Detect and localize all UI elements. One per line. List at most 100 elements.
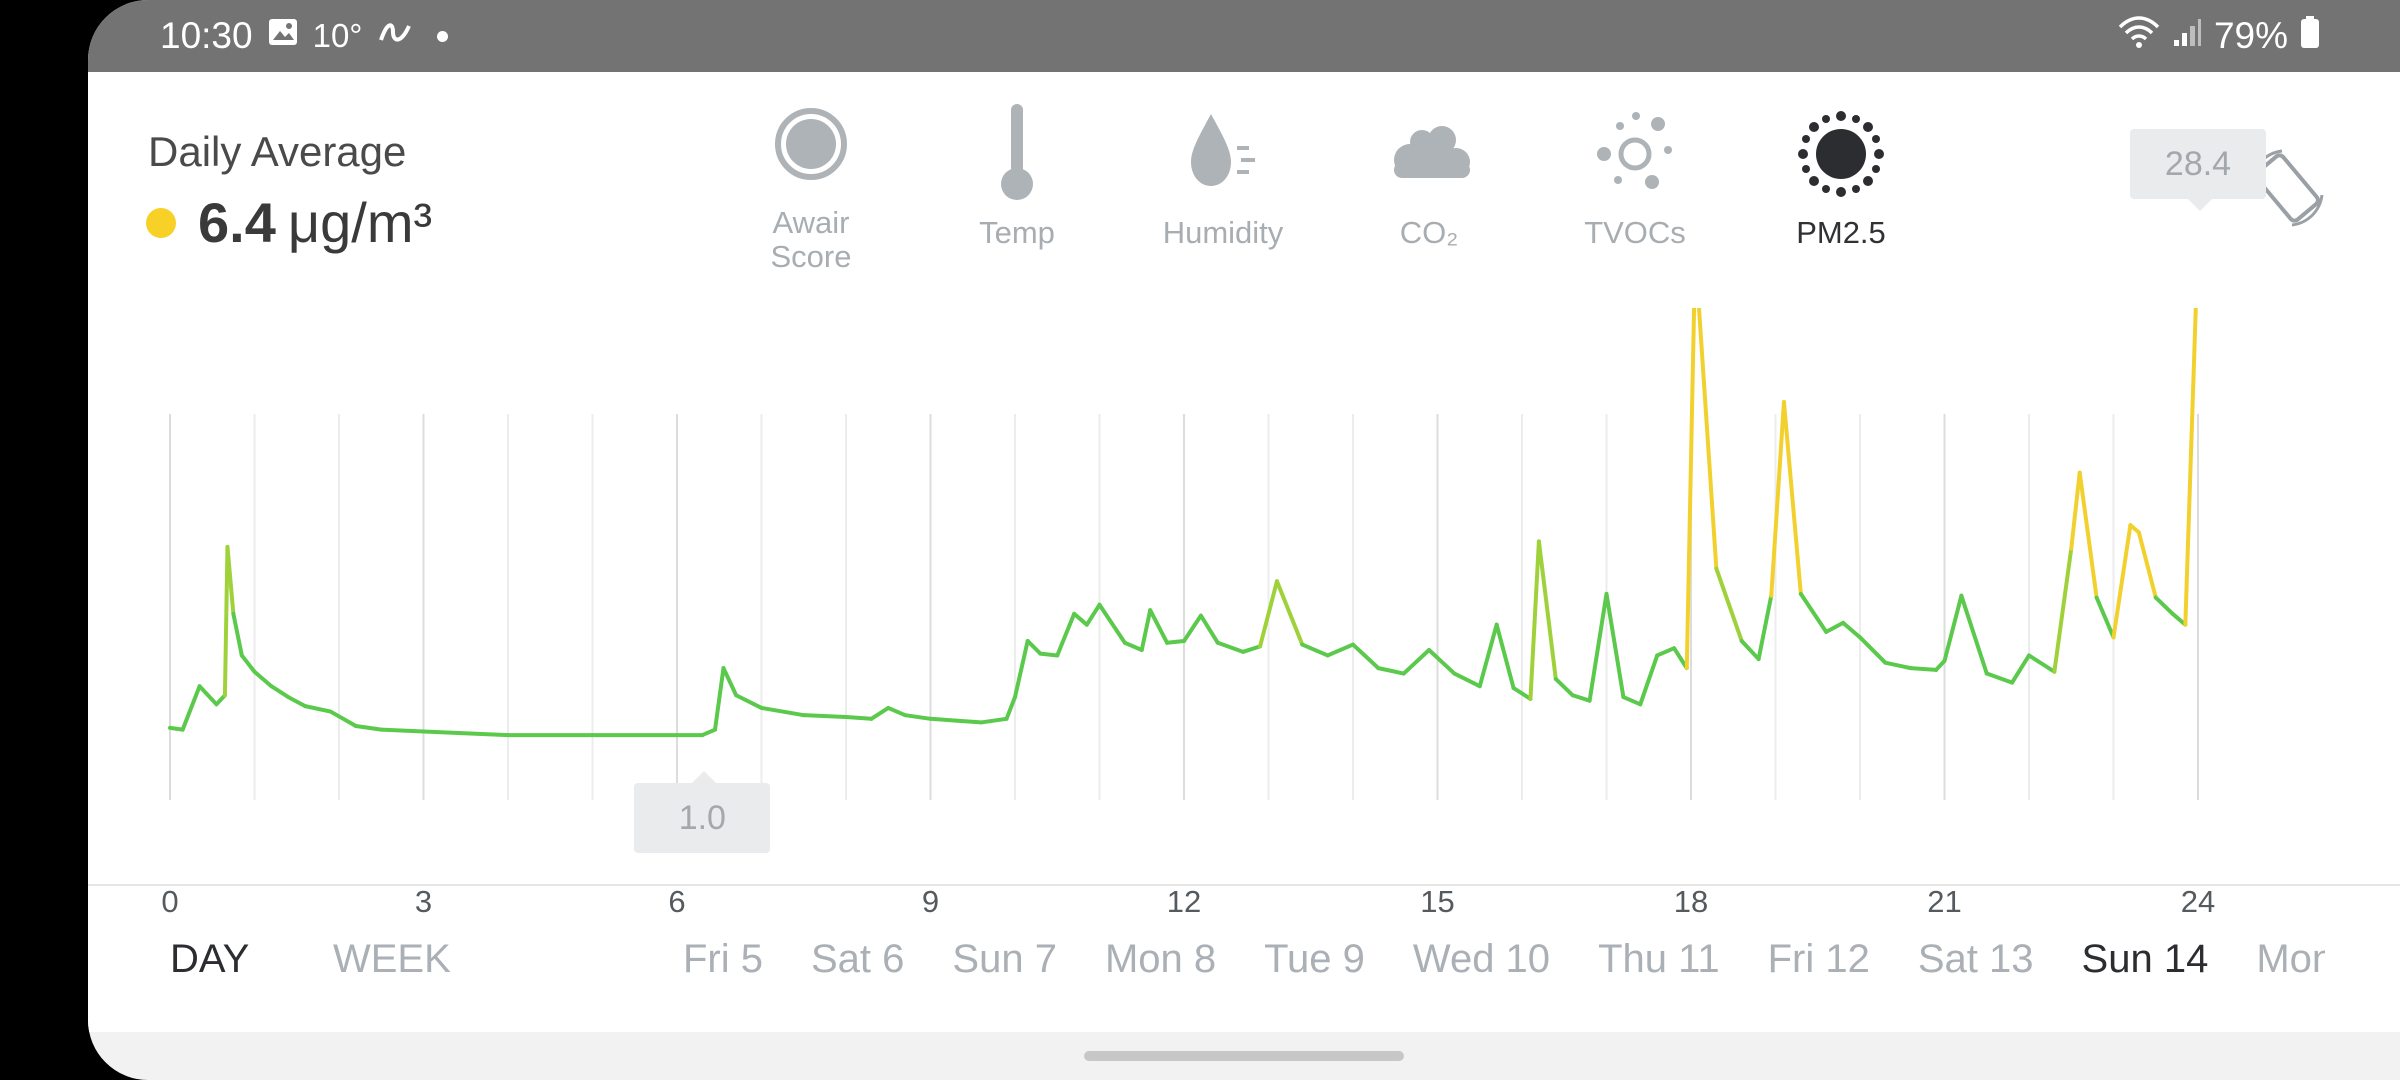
min-value-tooltip: 1.0: [634, 771, 771, 854]
pm25-line-segment: [801, 713, 848, 719]
max-value-tooltip: 28.4: [2130, 128, 2266, 211]
tab-tvocs[interactable]: TVOCs: [1532, 102, 1738, 282]
pm25-particle-icon: [1798, 111, 1884, 197]
pm25-line-segment: [2136, 530, 2158, 600]
pm25-line-segment: [1274, 579, 1305, 647]
pm25-line-segment: [1122, 640, 1144, 653]
pm25-line-segment: [168, 725, 185, 732]
pm25-line-segment: [421, 729, 510, 738]
pm25-line-segment: [700, 727, 718, 738]
pm25-line-segment: [1477, 622, 1499, 689]
pm25-line-segment: [1684, 249, 1698, 671]
pm25-line-segment: [252, 669, 274, 689]
x-tick-label: 9: [922, 884, 939, 919]
tab-label: TVOCs: [1584, 215, 1686, 250]
air-quality-status-dot: [146, 207, 176, 238]
app-notification-icon: [377, 15, 413, 57]
pm25-line-segment: [1959, 593, 1989, 676]
battery-icon: [2300, 15, 2320, 58]
tab-day[interactable]: DAY: [170, 937, 250, 981]
tab-label: CO₂: [1399, 215, 1459, 250]
pm25-line-segment: [239, 653, 257, 674]
pm25-line-segment: [1055, 611, 1077, 658]
daily-average-unit: μg/m³: [287, 191, 433, 254]
day-tab[interactable]: Tue 9: [1264, 936, 1365, 981]
day-selector: Fri 5 Sat 6 Sun 7 Mon 8 Tue 9 Wed 10 Thu 11 Fri…: [683, 886, 2325, 1032]
pm25-line-segment: [379, 727, 426, 734]
day-tab[interactable]: Fri 12: [1767, 936, 1870, 981]
pm25-line-segment: [222, 544, 230, 698]
pm25-line-segment: [1165, 638, 1186, 645]
day-tab[interactable]: Wed 10: [1412, 936, 1551, 981]
pm25-line-segment: [1325, 642, 1355, 658]
pm25-line-chart: 0 3 6 9 12 15 18 21 24: [161, 238, 2215, 919]
sensor-tabs: Awair Score Temp Humidity CO₂ TVOCs: [708, 102, 1944, 282]
pm25-line-segment: [1883, 660, 1913, 671]
day-tab[interactable]: Mon 15: [2256, 936, 2325, 981]
pm25-line-segment: [713, 666, 726, 732]
pm25-line-segment: [303, 704, 333, 714]
tab-week[interactable]: WEEK: [333, 937, 451, 981]
pm25-line-segment: [214, 693, 227, 707]
pm25-line-segment: [2027, 653, 2057, 674]
pm25-line-segment: [353, 724, 384, 732]
day-tab[interactable]: Sun 7: [952, 936, 1057, 981]
home-gesture-bar[interactable]: [1084, 1051, 1404, 1061]
pm25-line-segment: [1781, 400, 1803, 596]
divider: [88, 884, 2400, 886]
co2-cloud-icon: [1394, 126, 1470, 178]
tab-label: Humidity: [1162, 215, 1284, 250]
pm25-line-segment: [886, 705, 908, 718]
day-tab[interactable]: Mon 8: [1104, 936, 1217, 981]
pm25-line-segment: [721, 666, 739, 698]
pm25-line-segment: [1942, 593, 1964, 663]
pm25-line-segment: [1858, 635, 1888, 665]
pm25-line-segment: [1139, 608, 1153, 653]
pm25-line-segment: [1300, 642, 1330, 658]
x-tick-label: 15: [1420, 884, 1454, 919]
pm25-line-segment: [1215, 640, 1246, 654]
tab-co2[interactable]: CO₂: [1326, 102, 1532, 282]
pm25-line-segment: [1621, 695, 1643, 707]
pm25-line-segment: [1351, 642, 1381, 671]
pm25-line-segment: [2094, 595, 2116, 640]
x-tick-label: 24: [2181, 884, 2215, 919]
pm25-line-segment: [1672, 646, 1689, 671]
x-tick-label: 3: [415, 884, 432, 919]
tab-temp[interactable]: Temp: [914, 102, 1120, 282]
pm25-line-segment: [1739, 638, 1761, 662]
day-tab[interactable]: Thu 11: [1598, 936, 1720, 981]
day-tab[interactable]: Fri 5: [683, 936, 763, 981]
tab-awair-score[interactable]: Awair Score: [708, 102, 914, 282]
x-tick-label: 21: [1927, 884, 1961, 919]
tab-humidity[interactable]: Humidity: [1120, 102, 1326, 282]
pm25-chart: 0 3 6 9 12 15 18 21 24 28.4 1.0: [88, 128, 2400, 928]
daily-average-value: 6.4 μg/m³: [146, 190, 432, 255]
pm25-line-segment: [1038, 651, 1060, 658]
pm25-line-segment: [759, 705, 806, 718]
signal-icon: [2172, 15, 2202, 57]
gallery-notification-icon: [267, 15, 299, 57]
pm25-line-segment: [1084, 602, 1102, 627]
pm25-line-segment: [1198, 613, 1220, 645]
pm25-line-segment: [1427, 648, 1457, 676]
pm25-line-segment: [1587, 591, 1609, 703]
pm25-line-segment: [1148, 608, 1170, 645]
pm25-line-segment: [1097, 602, 1127, 645]
pm25-line-segment: [1824, 620, 1846, 634]
awair-app: Daily Average 6.4 μg/m³ Awair Score Temp…: [88, 72, 2400, 1032]
pm25-line-segment: [1004, 695, 1017, 721]
pm25-line-segment: [1376, 666, 1406, 676]
weather-temperature: 10°: [312, 17, 363, 54]
pm25-line-segment: [180, 684, 202, 732]
pm25-line-segment: [1536, 539, 1558, 681]
pm25-line-segment: [1553, 676, 1575, 698]
day-tab[interactable]: Sun 14: [2081, 936, 2209, 981]
pm25-line-segment: [1258, 579, 1279, 649]
pm25-line-segment: [1934, 658, 1947, 672]
pm25-line-segment: [1798, 591, 1829, 634]
tab-pm25[interactable]: PM2.5: [1738, 102, 1944, 282]
day-tab[interactable]: Sat 6: [811, 936, 905, 981]
day-tab[interactable]: Sat 13: [1917, 936, 2034, 981]
pm25-line-segment: [928, 716, 958, 723]
